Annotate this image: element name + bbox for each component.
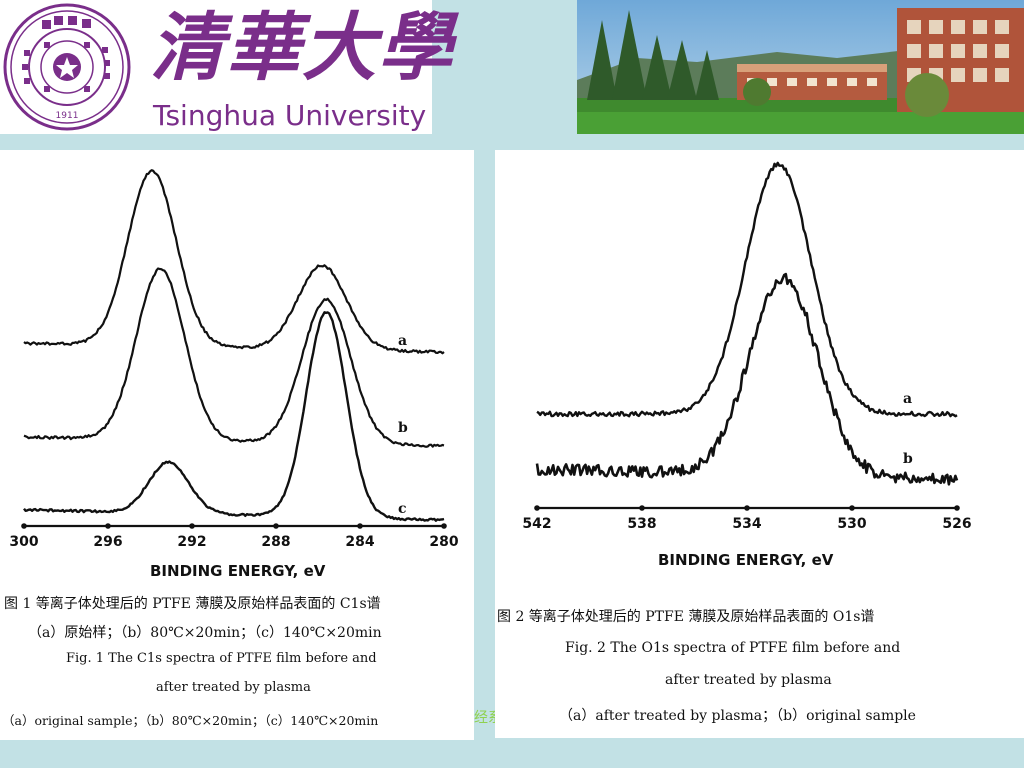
university-logo-block: 1911 清華大學 Tsinghua University	[0, 0, 454, 134]
figure1-x-axis-title: BINDING ENERGY, eV	[150, 562, 326, 580]
figure2-o1s-chart: 542 538 534 530 526 a b	[522, 161, 972, 532]
figure1-c1s-chart: 300 296 292 288 284 280 a b c	[9, 169, 459, 550]
x-tick-label: 288	[261, 534, 290, 550]
figure1-legend-en: （a）original sample；（b）80℃×20min；（c）140℃×…	[2, 713, 379, 728]
x-tick-mark	[534, 505, 540, 511]
university-name-chinese: 清華大學	[150, 5, 454, 91]
figure2-caption-cn: 图 2 等离子体处理后的 PTFE 薄膜及原始样品表面的 O1s谱	[497, 609, 875, 625]
figure1-caption-cn: 图 1 等离子体处理后的 PTFE 薄膜及原始样品表面的 C1s谱	[4, 596, 381, 612]
svg-text:1911: 1911	[56, 111, 79, 121]
x-tick-label: 280	[429, 534, 458, 550]
series-label-a: a	[398, 333, 407, 349]
x-tick-label: 526	[942, 516, 971, 532]
x-tick-mark	[954, 505, 960, 511]
x-tick-label: 534	[732, 516, 761, 532]
series-label-a: a	[903, 391, 912, 407]
figure2-caption-en: Fig. 2 The O1s spectra of PTFE film befo…	[565, 640, 901, 656]
x-tick-label: 292	[177, 534, 206, 550]
x-tick-mark	[273, 523, 279, 529]
figure1-caption-en-line2: after treated by plasma	[156, 680, 311, 695]
x-tick-label: 284	[345, 534, 374, 550]
university-seal-icon: 1911	[3, 3, 131, 131]
figure1-caption-en: Fig. 1 The C1s spectra of PTFE film befo…	[66, 651, 377, 666]
figure2-caption-en-line2: after treated by plasma	[665, 672, 832, 688]
figure2-legend-en: （a）after treated by plasma；（b）original s…	[559, 708, 916, 724]
x-tick-label: 542	[522, 516, 551, 532]
series-label-c: c	[398, 501, 407, 517]
x-tick-mark	[639, 505, 645, 511]
x-tick-mark	[105, 523, 111, 529]
x-tick-mark	[849, 505, 855, 511]
spectrum-line-b	[535, 272, 959, 486]
x-tick-mark	[189, 523, 195, 529]
figure2-x-axis-title: BINDING ENERGY, eV	[658, 551, 834, 569]
x-tick-mark	[744, 505, 750, 511]
x-tick-mark	[357, 523, 363, 529]
spectrum-line-a	[536, 161, 958, 418]
spectrum-line-b	[23, 267, 445, 448]
figure1-legend-cn: （a）原始样；（b）80℃×20min；（c）140℃×20min	[28, 625, 382, 641]
x-tick-label: 530	[837, 516, 866, 532]
figure2-panel: 542 538 534 530 526 a b BINDING ENERGY, eV 图 2…	[495, 150, 1024, 738]
spectrum-line-a	[23, 169, 445, 355]
x-tick-label: 538	[627, 516, 656, 532]
campus-photo	[577, 0, 1024, 134]
series-label-b: b	[398, 420, 408, 436]
university-name-english: Tsinghua University	[153, 99, 427, 132]
x-tick-mark	[21, 523, 27, 529]
x-tick-mark	[441, 523, 447, 529]
figure1-panel: 300 296 292 288 284 280 a b c BINDING ENERGY, eV…	[0, 150, 474, 740]
x-tick-label: 296	[93, 534, 122, 550]
spectrum-line-c	[23, 311, 445, 522]
series-label-b: b	[903, 451, 913, 467]
x-tick-label: 300	[9, 534, 38, 550]
